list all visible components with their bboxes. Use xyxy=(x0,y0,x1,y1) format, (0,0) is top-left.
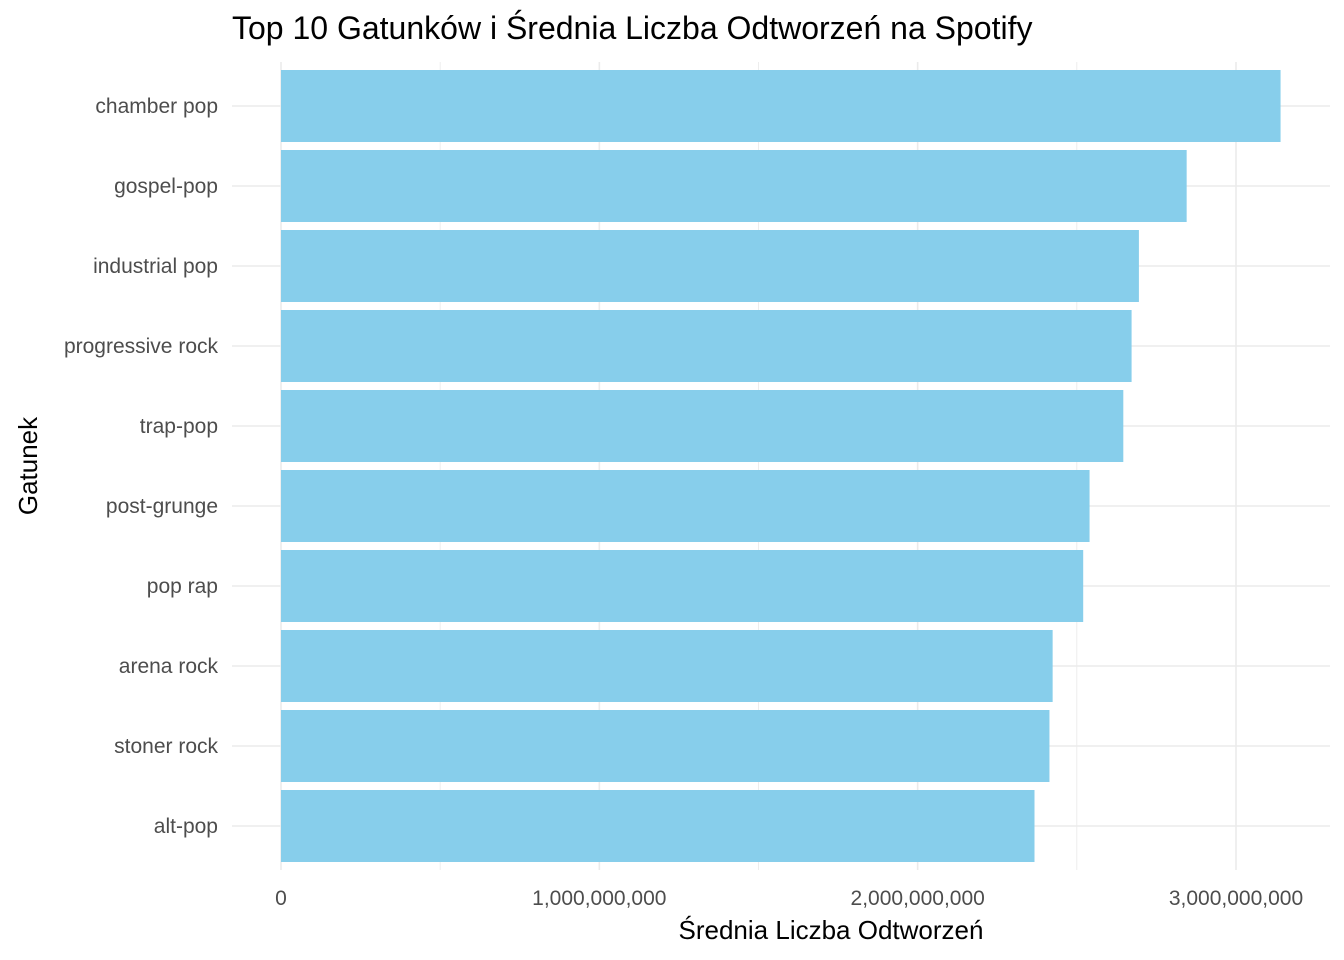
y-tick-label: chamber pop xyxy=(95,95,218,118)
bar xyxy=(281,470,1090,542)
x-axis-title: Średnia Liczba Odtworzeń xyxy=(679,915,984,945)
y-tick-label: alt-pop xyxy=(154,815,218,838)
x-tick-label: 1,000,000,000 xyxy=(532,887,666,910)
y-tick-label: stoner rock xyxy=(114,735,218,758)
bar xyxy=(281,710,1050,782)
bar xyxy=(281,70,1281,142)
bar xyxy=(281,630,1053,702)
y-tick-label: arena rock xyxy=(119,655,219,678)
bar xyxy=(281,150,1187,222)
y-tick-label: industrial pop xyxy=(93,255,218,278)
chart-title: Top 10 Gatunków i Średnia Liczba Odtworz… xyxy=(232,10,1033,46)
bar xyxy=(281,310,1132,382)
y-tick-label: post-grunge xyxy=(106,495,218,518)
x-tick-label: 0 xyxy=(275,887,287,910)
bar xyxy=(281,790,1035,862)
y-tick-label: gospel-pop xyxy=(114,175,218,198)
bar xyxy=(281,390,1124,462)
y-axis-title: Gatunek xyxy=(13,416,43,515)
bar xyxy=(281,550,1084,622)
y-tick-label: pop rap xyxy=(147,575,218,598)
y-tick-label: progressive rock xyxy=(64,335,219,358)
x-tick-label: 3,000,000,000 xyxy=(1169,887,1303,910)
y-tick-label: trap-pop xyxy=(140,415,218,438)
bar xyxy=(281,230,1139,302)
x-tick-label: 2,000,000,000 xyxy=(851,887,985,910)
